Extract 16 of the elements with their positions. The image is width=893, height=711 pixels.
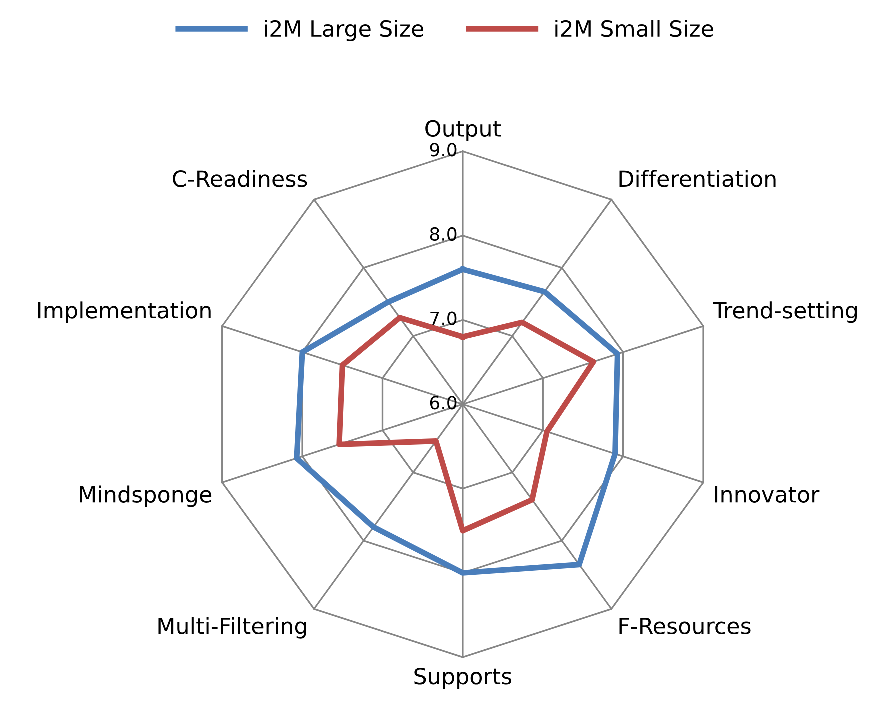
spoke-label: Multi-Filtering — [158, 617, 306, 639]
spoke-label: F-Resources — [620, 618, 751, 635]
spoke-label: Mindsponge — [80, 486, 212, 508]
spoke-label: Differentiation — [620, 170, 776, 188]
legend-label: i2M Large Size — [265, 20, 424, 42]
spoke-label: C-Readiness — [173, 170, 308, 188]
spoke-label: Innovator — [715, 486, 820, 503]
spoke-label: Supports — [414, 668, 512, 690]
spoke-label: Trend-setting — [713, 302, 857, 324]
y-tick-label: 7.0 — [430, 312, 457, 326]
spoke-label: Implementation — [38, 302, 211, 324]
spoke-label: Output — [426, 120, 502, 142]
y-tick-label: 6.0 — [430, 396, 457, 410]
y-tick-label: 8.0 — [430, 227, 457, 242]
legend-label: i2M Small Size — [556, 20, 714, 38]
y-tick-label: 9.0 — [430, 143, 457, 157]
